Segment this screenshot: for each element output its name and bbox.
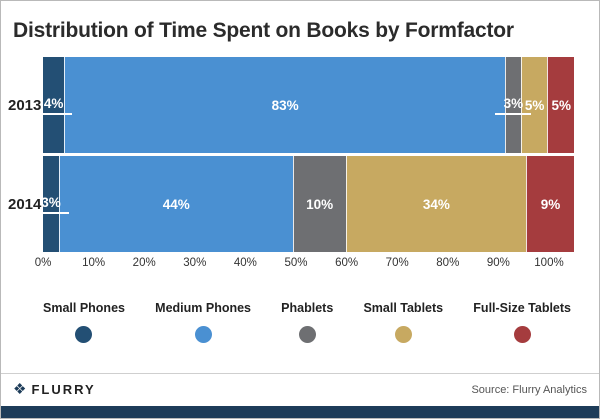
footer: ❖ FLURRY Source: Flurry Analytics bbox=[1, 373, 599, 406]
segment-medium-phones: 44% bbox=[58, 156, 293, 252]
chart-title: Distribution of Time Spent on Books by F… bbox=[13, 19, 514, 42]
segment-value-label: 34% bbox=[422, 196, 450, 212]
legend-label: Full-Size Tablets bbox=[473, 301, 571, 315]
segment-phablets: 10% bbox=[292, 156, 346, 252]
x-axis-tick-label: 30% bbox=[183, 257, 207, 269]
x-axis-tick-label: 40% bbox=[233, 257, 257, 269]
chart-rows: 2013 4% 83% 3% 5% 5% 2014 3% 44% 10% 34% 9% bbox=[1, 57, 574, 252]
segment-medium-phones: 83% bbox=[64, 57, 505, 153]
source-attribution: Source: Flurry Analytics bbox=[471, 383, 587, 396]
x-axis-tick-label: 90% bbox=[486, 257, 510, 269]
legend-color-dot bbox=[75, 326, 93, 343]
x-axis-tick-label: 0% bbox=[34, 257, 52, 269]
segment-value-label: 44% bbox=[162, 196, 190, 212]
legend-item-small-tablets: Small Tablets bbox=[363, 301, 443, 343]
segment-value-label: 5% bbox=[524, 97, 545, 113]
flurry-brand: ❖ FLURRY bbox=[13, 382, 96, 397]
legend-color-dot bbox=[298, 326, 316, 343]
x-axis-tick-label: 80% bbox=[436, 257, 460, 269]
segment-value-label: 3% bbox=[32, 195, 69, 214]
segment-value-label: 3% bbox=[495, 96, 532, 115]
segment-value-label: 4% bbox=[35, 96, 72, 115]
flurry-logo-icon: ❖ bbox=[13, 381, 27, 398]
legend-label: Small Phones bbox=[43, 301, 125, 315]
flurry-brand-text: FLURRY bbox=[31, 382, 96, 397]
legend-item-full-size-tablets: Full-Size Tablets bbox=[473, 301, 571, 343]
segment-small-phones: 3% bbox=[32, 156, 69, 252]
legend-label: Phablets bbox=[281, 301, 334, 315]
legend-color-dot bbox=[194, 326, 212, 343]
legend-color-dot bbox=[394, 326, 412, 343]
stacked-bar-2013: 4% 83% 3% 5% 5% bbox=[35, 57, 574, 153]
segment-small-tablets: 5% bbox=[520, 57, 548, 153]
legend-item-small-phones: Small Phones bbox=[43, 301, 125, 343]
legend-label: Medium Phones bbox=[155, 301, 251, 315]
segment-value-label: 5% bbox=[551, 97, 571, 113]
legend-label: Small Tablets bbox=[363, 301, 444, 315]
x-axis-tick-label: 100% bbox=[534, 257, 564, 269]
legend-item-phablets: Phablets bbox=[281, 301, 333, 343]
x-axis-tick-label: 70% bbox=[385, 257, 409, 269]
segment-value-label: 83% bbox=[271, 97, 299, 113]
x-axis-tick-label: 10% bbox=[82, 257, 106, 269]
segment-value-label: 10% bbox=[306, 196, 334, 212]
segment-phablets: 3% bbox=[495, 57, 532, 153]
legend: Small Phones Medium Phones Phablets Small T… bbox=[1, 301, 599, 343]
y-axis-label-2013: 2013 bbox=[8, 96, 42, 114]
stacked-bar-2014: 3% 44% 10% 34% 9% bbox=[32, 156, 574, 252]
x-axis-tick-label: 50% bbox=[284, 257, 308, 269]
segment-full-size-tablets: 9% bbox=[526, 156, 574, 252]
segment-full-size-tablets: 5% bbox=[547, 57, 574, 153]
y-axis-label-2014: 2014 bbox=[8, 195, 42, 213]
x-axis: 0% 10% 20% 30% 40% 50% 60% 70% 80% 90% 100% bbox=[35, 257, 564, 277]
segment-small-tablets: 34% bbox=[345, 156, 527, 252]
segment-value-label: 9% bbox=[540, 196, 561, 212]
legend-color-dot bbox=[513, 326, 531, 343]
legend-item-medium-phones: Medium Phones bbox=[155, 301, 251, 343]
chart-row-2014: 2014 3% 44% 10% 34% 9% bbox=[1, 156, 574, 252]
segment-small-phones: 4% bbox=[35, 57, 72, 153]
x-axis-tick-label: 60% bbox=[335, 257, 359, 269]
x-axis-tick-label: 20% bbox=[132, 257, 156, 269]
bottom-accent-strip bbox=[1, 406, 599, 418]
stacked-bar-chart: 2013 4% 83% 3% 5% 5% 2014 3% 44% 10% 34% 9% 0% 10% 20… bbox=[1, 57, 574, 277]
chart-row-2013: 2013 4% 83% 3% 5% 5% bbox=[1, 57, 574, 153]
